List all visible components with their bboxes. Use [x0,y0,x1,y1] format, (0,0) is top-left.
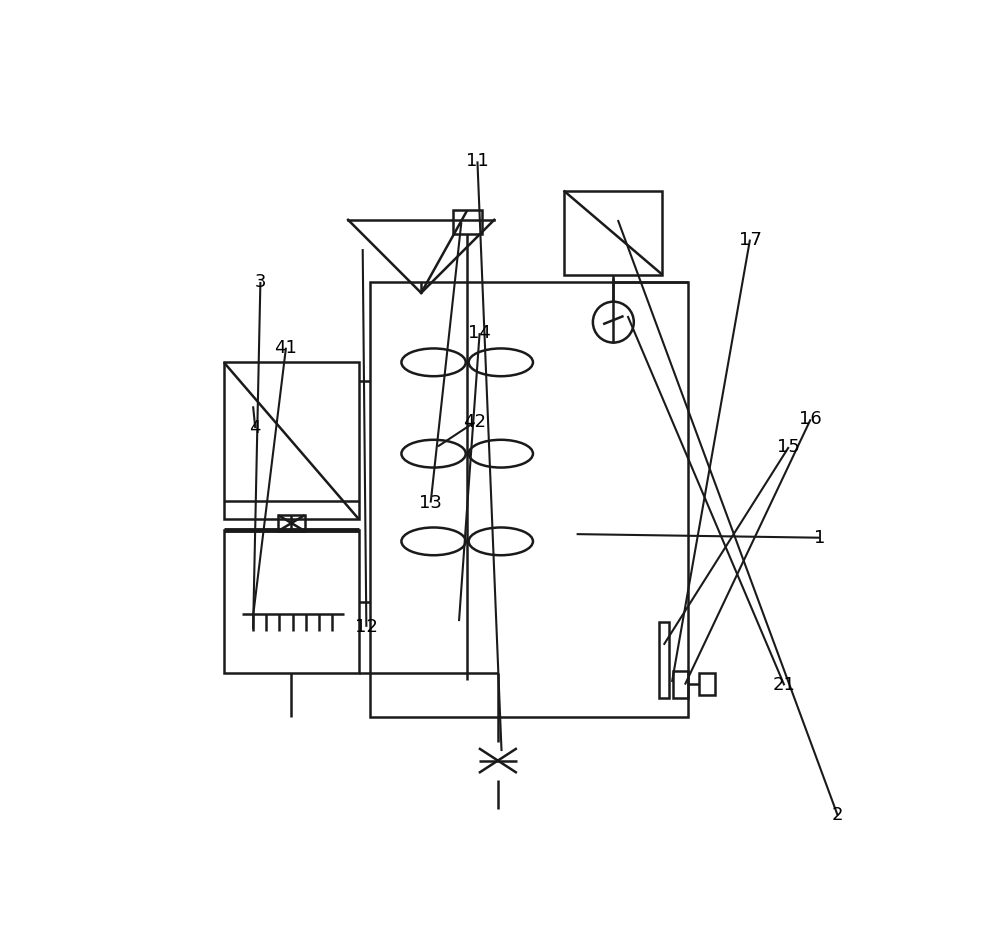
Text: 1: 1 [814,529,825,547]
Bar [699,673,715,695]
Text: 16: 16 [799,410,822,428]
Bar [278,515,305,531]
Text: 21: 21 [773,677,796,695]
Text: 4: 4 [250,419,261,437]
Bar [564,191,662,274]
Text: 11: 11 [466,153,489,171]
Text: 17: 17 [739,231,761,249]
Text: 3: 3 [255,273,266,291]
Text: 13: 13 [419,493,442,512]
Text: 14: 14 [468,325,491,342]
Bar [659,622,669,698]
Text: 12: 12 [355,618,378,636]
Bar [453,211,482,234]
Text: 2: 2 [832,807,843,825]
Bar [224,363,359,519]
Bar [224,530,359,673]
Text: 15: 15 [777,438,800,456]
Bar [370,282,688,716]
Text: 42: 42 [463,413,486,431]
Text: 41: 41 [275,339,297,357]
Bar [673,671,688,698]
